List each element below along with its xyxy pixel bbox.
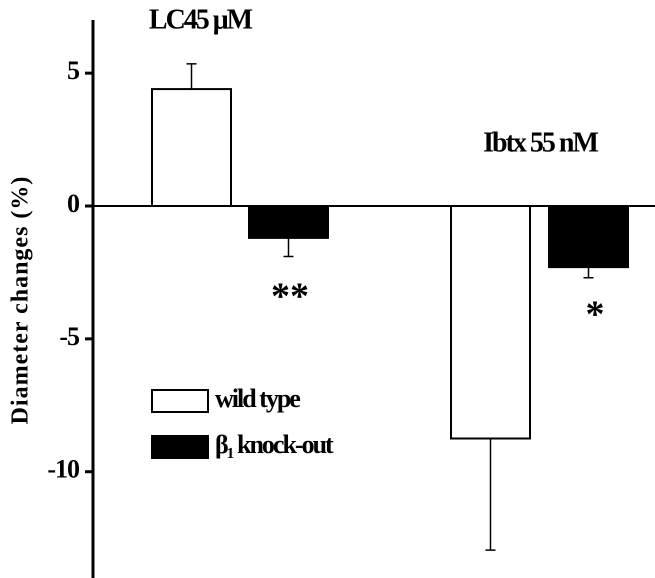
legend-label: wild type xyxy=(215,384,300,413)
significance-mark: * xyxy=(586,294,605,336)
y-tick-label: 5 xyxy=(67,56,80,85)
category-label: LC45 μM xyxy=(149,4,253,35)
y-tick-label: -10 xyxy=(47,455,80,484)
legend-swatch xyxy=(151,389,209,413)
category-label: Ibtx 55 nM xyxy=(483,127,598,158)
legend-swatch xyxy=(151,435,209,459)
significance-mark: ** xyxy=(271,276,309,318)
bar xyxy=(248,205,329,239)
y-tick-label: -5 xyxy=(59,322,80,351)
bar xyxy=(548,205,629,269)
legend-label: β₁ knock-out xyxy=(215,430,334,459)
bar xyxy=(151,88,232,207)
bar xyxy=(450,205,531,440)
y-axis-label: Diameter changes (%) xyxy=(8,176,34,425)
y-tick-label: 0 xyxy=(67,189,80,218)
